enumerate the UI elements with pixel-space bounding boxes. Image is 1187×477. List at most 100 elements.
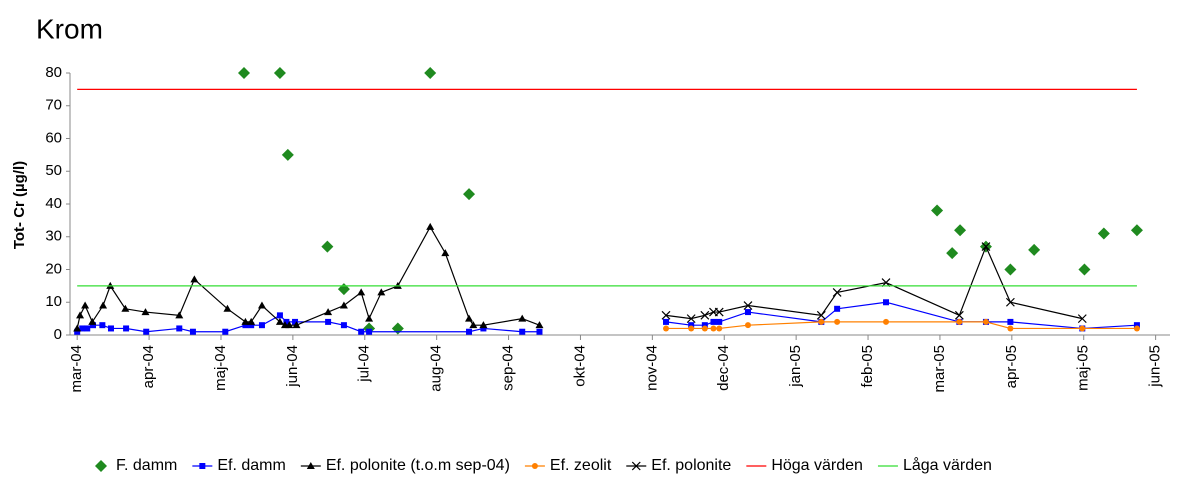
marker [536,328,543,335]
x-tick-label: nov-04 [643,345,660,391]
marker [358,328,365,335]
y-axis-label: Tot- Cr (µg/l) [11,161,28,249]
marker [981,242,991,251]
marker [883,299,890,306]
marker [176,325,183,332]
x-tick-label: jun-04 [284,345,301,388]
marker [79,325,86,332]
marker [337,283,350,296]
marker [816,310,826,320]
series-line [76,301,1137,333]
marker [426,222,435,230]
marker [469,321,478,329]
marker [1078,263,1091,276]
marker [441,249,450,257]
marker [237,67,250,79]
x-tick-label: maj-05 [1075,345,1092,391]
marker [701,322,708,329]
y-tick-label: 50 [45,162,62,179]
marker [954,310,964,320]
x-tick-label: mar-04 [68,345,85,393]
marker [688,322,695,329]
marker [1007,325,1014,332]
marker [247,317,256,325]
marker [465,314,474,322]
marker [956,318,963,325]
marker [832,288,842,297]
marker [190,275,199,283]
marker [141,308,150,316]
legend-label: Höga värden [771,457,863,474]
x-tick-label: jun-05 [1147,345,1164,388]
marker [339,301,348,309]
marker [73,324,82,332]
marker [834,318,841,325]
series-line [665,245,1083,320]
marker [121,304,130,312]
marker [661,310,671,320]
marker [84,325,91,332]
marker [466,328,473,335]
marker [275,317,284,325]
marker [366,328,373,335]
marker [701,325,708,332]
marker [377,288,386,296]
marker [1004,263,1017,276]
marker [881,278,891,288]
marker [1079,325,1086,332]
marker [688,325,695,332]
legend-label: Låga värden [903,456,992,474]
legend-label: Ef. zeolit [550,457,612,474]
marker [88,317,97,325]
x-tick-label: okt-04 [571,345,588,387]
marker [99,322,106,329]
legend-label: Ef. damm [217,457,285,474]
marker [710,325,717,332]
marker [663,318,670,325]
legend-label: Ef. polonite [651,457,731,474]
marker [1077,314,1087,324]
marker [76,311,85,319]
marker [306,462,315,469]
marker [365,314,374,322]
marker [663,325,670,332]
marker [982,318,989,325]
marker [463,188,476,201]
marker [1028,243,1041,256]
marker [292,318,299,325]
marker [535,321,544,329]
marker [123,325,130,332]
marker [74,328,81,335]
marker [241,317,250,325]
marker [716,325,723,332]
y-tick-label: 60 [45,129,62,146]
y-tick-label: 80 [45,64,62,81]
marker [716,318,723,325]
marker [479,321,488,329]
marker [931,204,944,217]
marker [1130,224,1143,237]
marker [258,322,265,329]
marker [281,148,294,161]
marker [324,308,333,316]
marker [391,322,404,335]
x-tick-label: jan-05 [787,345,804,388]
marker [325,318,332,325]
y-tick-label: 20 [45,260,62,277]
x-tick-label: dec-04 [715,345,732,391]
marker [531,463,538,469]
marker [883,318,890,325]
marker [1133,322,1140,329]
marker [818,318,825,325]
marker [714,307,724,317]
marker [1007,318,1014,325]
marker [1097,227,1110,240]
x-tick-label: apr-04 [140,345,157,388]
marker [519,328,526,335]
legend-label: Ef. polonite (t.o.m sep-04) [326,457,510,474]
marker [292,321,301,329]
marker [283,318,290,325]
legend-label: F. damm [116,457,177,474]
marker [744,322,751,329]
y-tick-label: 40 [45,195,62,212]
